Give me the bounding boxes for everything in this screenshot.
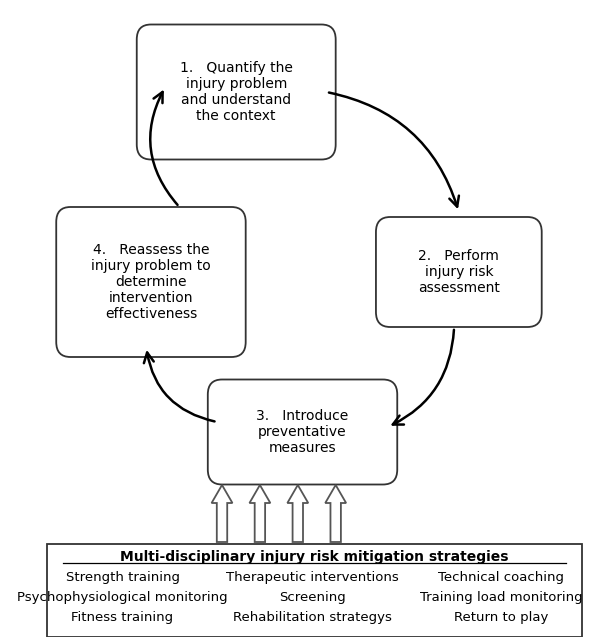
Text: Therapeutic interventions: Therapeutic interventions <box>226 571 398 583</box>
Text: Return to play: Return to play <box>454 610 548 624</box>
Polygon shape <box>250 485 271 542</box>
Polygon shape <box>212 485 232 542</box>
FancyBboxPatch shape <box>376 217 542 327</box>
Text: 2.   Perform
injury risk
assessment: 2. Perform injury risk assessment <box>418 249 500 295</box>
Text: 4.   Reassess the
injury problem to
determine
intervention
effectiveness: 4. Reassess the injury problem to determ… <box>91 243 211 322</box>
FancyBboxPatch shape <box>47 544 582 637</box>
FancyBboxPatch shape <box>208 380 397 485</box>
Polygon shape <box>325 485 346 542</box>
FancyBboxPatch shape <box>56 207 245 357</box>
FancyBboxPatch shape <box>137 24 335 159</box>
Text: Screening: Screening <box>278 590 346 603</box>
Text: Multi-disciplinary injury risk mitigation strategies: Multi-disciplinary injury risk mitigatio… <box>120 550 509 564</box>
Polygon shape <box>287 485 308 542</box>
Text: Technical coaching: Technical coaching <box>439 571 565 583</box>
Text: 1.   Quantify the
injury problem
and understand
the context: 1. Quantify the injury problem and under… <box>180 61 293 124</box>
Text: 3.   Introduce
preventative
measures: 3. Introduce preventative measures <box>256 409 349 455</box>
Text: Psychophysiological monitoring: Psychophysiological monitoring <box>17 590 228 603</box>
Text: Strength training: Strength training <box>65 571 179 583</box>
Text: Rehabilitation strategys: Rehabilitation strategys <box>233 610 391 624</box>
Text: Fitness training: Fitness training <box>71 610 173 624</box>
Text: Training load monitoring: Training load monitoring <box>420 590 583 603</box>
